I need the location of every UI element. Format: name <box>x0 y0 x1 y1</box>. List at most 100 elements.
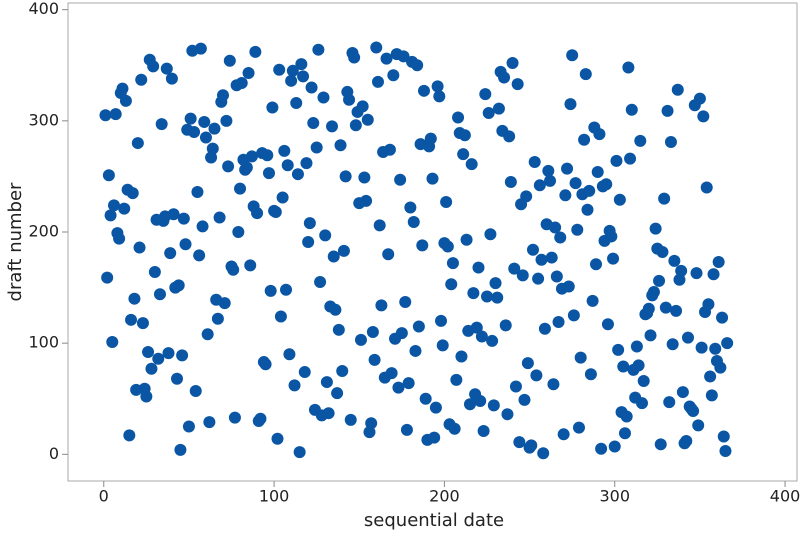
point <box>334 139 347 152</box>
point <box>264 284 277 297</box>
point <box>697 110 710 123</box>
point <box>552 316 565 329</box>
point <box>465 158 478 171</box>
point <box>525 439 538 452</box>
y-axis-label: draft number <box>5 182 26 302</box>
point <box>636 397 649 410</box>
point <box>704 370 717 383</box>
point <box>470 321 483 334</box>
plot-frame <box>67 2 798 482</box>
point <box>554 231 567 244</box>
point <box>620 410 633 423</box>
point <box>172 279 185 292</box>
point <box>196 220 209 233</box>
point <box>336 364 349 377</box>
point <box>549 221 562 234</box>
point <box>426 172 439 185</box>
point <box>600 178 613 191</box>
point <box>387 69 400 82</box>
point <box>125 313 138 326</box>
point <box>624 152 637 165</box>
point <box>528 155 541 168</box>
point <box>371 75 384 88</box>
point <box>288 379 301 392</box>
point <box>448 422 461 435</box>
point <box>501 408 514 421</box>
point <box>199 131 212 144</box>
point <box>358 171 371 184</box>
point <box>583 184 596 197</box>
point <box>407 215 420 228</box>
point <box>574 351 587 364</box>
point <box>508 262 521 275</box>
point <box>232 225 245 238</box>
point <box>610 154 623 167</box>
point <box>322 407 335 420</box>
point <box>235 77 248 90</box>
point <box>557 428 570 441</box>
point <box>273 63 286 76</box>
point <box>300 157 313 170</box>
point <box>477 424 490 437</box>
point <box>153 288 166 301</box>
point <box>668 254 681 267</box>
point <box>107 199 120 212</box>
point <box>242 67 255 80</box>
point <box>317 91 330 104</box>
point <box>579 68 592 81</box>
point <box>417 84 430 97</box>
point <box>171 372 184 385</box>
point <box>491 291 504 304</box>
point <box>581 203 594 216</box>
point <box>538 322 551 335</box>
point <box>559 189 572 202</box>
point <box>644 329 657 342</box>
point <box>395 327 408 340</box>
point <box>191 185 204 198</box>
point <box>607 252 620 265</box>
point <box>612 343 625 356</box>
point <box>373 219 386 232</box>
point <box>363 426 376 439</box>
point <box>613 193 626 206</box>
y-tick-label: 200 <box>28 221 59 240</box>
point <box>654 438 667 451</box>
point <box>99 109 112 122</box>
point <box>394 173 407 186</box>
point <box>656 246 669 259</box>
point <box>608 440 621 453</box>
point <box>499 319 512 332</box>
point <box>530 369 543 382</box>
x-tick-label: 0 <box>99 487 109 506</box>
x-tick-label: 400 <box>770 487 801 506</box>
point <box>152 352 165 365</box>
y-tick-label: 400 <box>28 0 59 18</box>
point <box>179 238 192 251</box>
point <box>605 230 618 243</box>
point <box>479 88 492 101</box>
point <box>630 340 643 353</box>
point <box>664 135 677 148</box>
point <box>547 378 560 391</box>
point <box>349 119 362 132</box>
point <box>424 132 437 145</box>
point <box>712 256 725 269</box>
point <box>113 232 126 245</box>
point <box>245 150 258 163</box>
point <box>281 159 294 172</box>
point <box>458 129 471 142</box>
point <box>474 394 487 407</box>
point <box>116 82 129 95</box>
point <box>220 114 233 127</box>
point <box>222 160 235 173</box>
point <box>193 249 206 262</box>
point <box>397 50 410 63</box>
point <box>680 434 693 447</box>
y-tick-label: 100 <box>28 333 59 352</box>
point <box>307 117 320 130</box>
point <box>177 212 190 225</box>
point <box>535 253 548 266</box>
x-tick-label: 100 <box>259 487 290 506</box>
point <box>717 430 730 443</box>
point <box>251 207 264 220</box>
